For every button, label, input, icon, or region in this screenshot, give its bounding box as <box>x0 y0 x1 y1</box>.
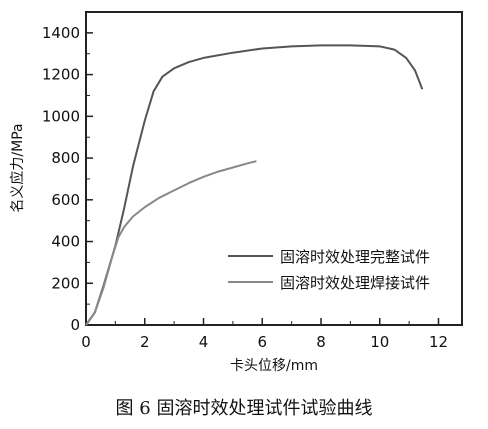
legend: 固溶时效处理完整试件 固溶时效处理焊接试件 <box>228 248 430 292</box>
series-line-welded <box>85 160 257 326</box>
figure-caption: 图 6 固溶时效处理试件试验曲线 <box>115 398 373 419</box>
y-tick-label: 200 <box>51 274 80 292</box>
x-tick-label: 10 <box>370 333 389 351</box>
y-tick-label: 1200 <box>42 66 80 84</box>
series-line-intact <box>85 44 424 326</box>
x-axis-label: 卡头位移/mm <box>230 358 318 374</box>
x-tick-label: 8 <box>316 333 326 351</box>
y-tick-label: 600 <box>51 191 80 209</box>
y-axis-label: 名义应力/MPa <box>9 123 26 212</box>
y-tick-label: 1000 <box>42 107 80 125</box>
x-tick-label: 2 <box>140 333 150 351</box>
y-tick-label: 400 <box>51 233 80 251</box>
x-tick-label: 0 <box>81 333 91 351</box>
series-layer <box>85 44 424 326</box>
y-axis-ticks: 0 200 400 600 800 1000 1200 1400 <box>42 24 93 334</box>
x-tick-label: 6 <box>257 333 267 351</box>
y-tick-label: 800 <box>51 149 80 167</box>
x-axis-ticks: 0 2 4 6 8 10 12 <box>81 318 448 351</box>
x-tick-label: 12 <box>429 333 448 351</box>
plot-frame <box>85 11 463 326</box>
y-tick-label: 1400 <box>42 24 80 42</box>
x-tick-label: 4 <box>199 333 209 351</box>
y-tick-label: 0 <box>70 316 80 334</box>
legend-label-intact: 固溶时效处理完整试件 <box>280 248 430 266</box>
stress-displacement-chart: 0 200 400 600 800 1000 1200 1400 0 2 4 6 8 10 12 固溶时效… <box>9 11 463 374</box>
legend-label-welded: 固溶时效处理焊接试件 <box>280 274 430 292</box>
